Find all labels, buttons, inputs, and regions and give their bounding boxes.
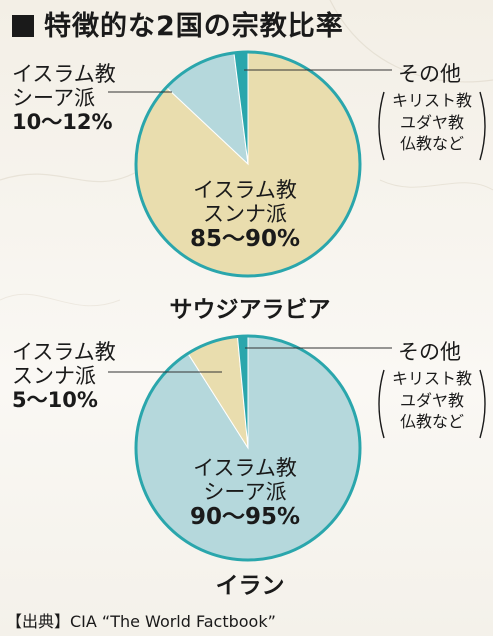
iran-other-detail-3: 仏教など	[399, 412, 464, 432]
title-square-icon	[12, 15, 34, 37]
source-note: 【出典】CIA “The World Factbook”	[6, 612, 276, 631]
iran-other-label: その他	[398, 340, 461, 364]
iran-sunni-label: イスラム教 スンナ派 5〜10%	[12, 340, 116, 412]
saudi-shia-label-line1: イスラム教	[12, 62, 116, 86]
iran-other-detail-1: キリスト教	[391, 369, 472, 388]
iran-parens-icon	[378, 369, 486, 439]
saudi-shia-value: 10〜12%	[12, 110, 113, 135]
iran-shia-label-line1: イスラム教	[193, 456, 297, 480]
saudi-other-detail-3: 仏教など	[399, 134, 464, 154]
iran-other-detail-2: ユダヤ教	[399, 390, 464, 410]
title-text: 特徴的な2国の宗教比率	[44, 11, 344, 42]
saudi-shia-label-line2: シーア派	[12, 86, 96, 111]
iran-shia-label: イスラム教 シーア派 90〜95%	[170, 456, 320, 531]
iran-pie-outline	[134, 334, 362, 562]
saudi-other-detail-2: ユダヤ教	[399, 112, 464, 132]
page-title: 特徴的な2国の宗教比率	[12, 4, 344, 43]
saudi-other-detail: キリスト教 ユダヤ教 仏教など	[376, 90, 488, 162]
iran-sunni-label-line2: スンナ派	[12, 364, 96, 389]
saudi-shia-label: イスラム教 シーア派 10〜12%	[12, 62, 116, 134]
iran-shia-value: 90〜95%	[189, 504, 301, 531]
saudi-other-label: その他	[398, 62, 461, 86]
saudi-country-label: サウジアラビア	[169, 297, 331, 323]
saudi-other-detail-1: キリスト教	[391, 91, 472, 110]
saudi-sunni-value: 85〜90%	[189, 226, 301, 253]
saudi-sunni-label-line1: イスラム教	[193, 178, 297, 202]
saudi-sunni-label: イスラム教 スンナ派 85〜90%	[170, 178, 320, 253]
iran-other-detail: キリスト教 ユダヤ教 仏教など	[376, 368, 488, 440]
iran-sunni-value: 5〜10%	[12, 388, 98, 413]
saudi-pie-outline	[134, 50, 362, 278]
iran-sunni-label-line1: イスラム教	[12, 340, 116, 364]
saudi-parens-icon	[378, 91, 486, 161]
saudi-sunni-label-line2: スンナ派	[203, 202, 287, 227]
iran-country-label: イラン	[215, 573, 285, 599]
iran-shia-label-line2: シーア派	[203, 480, 287, 505]
